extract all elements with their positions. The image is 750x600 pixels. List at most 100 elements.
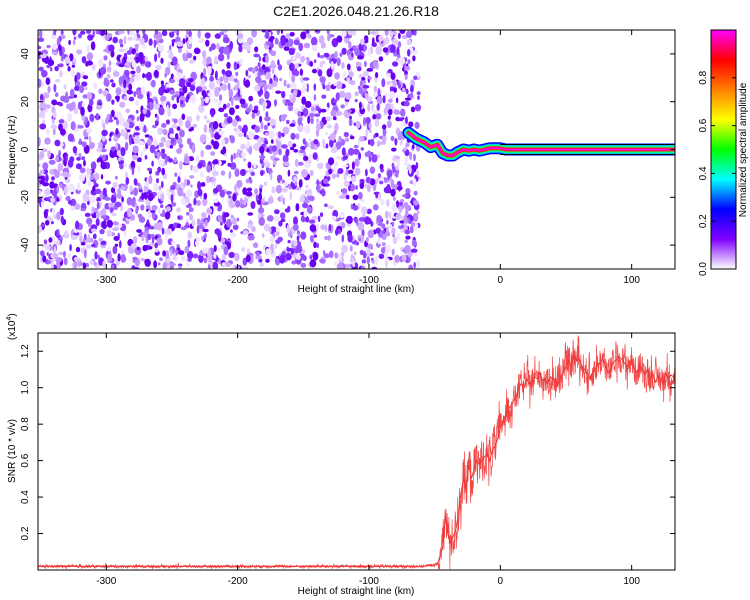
spectrogram-noise-speck [403,214,407,223]
spectrogram-noise-speck [59,194,62,202]
spectrogram-noise-speck [105,180,111,185]
spectrogram-noise-speck [153,138,158,147]
spectrogram-noise-speck [395,97,399,104]
spectrogram-noise-speck [416,91,421,96]
spectrogram-noise-speck [114,201,122,208]
spectrogram-noise-speck [112,71,120,77]
spectrogram-noise-speck [285,33,291,39]
spectrogram-noise-speck [293,176,298,182]
spectrogram-noise-speck [71,64,76,68]
spectrogram-noise-speck [114,243,119,247]
spectrogram-noise-speck [235,104,240,110]
spectrogram-noise-speck [283,79,287,87]
spectrogram-noise-speck [359,135,365,142]
spectrogram-noise-speck [120,147,126,157]
spectrogram-noise-speck [261,213,265,218]
spectrogram-noise-speck [300,55,306,63]
spectrogram-noise-speck [286,224,290,234]
spectrogram-noise-speck [92,233,97,240]
spectrogram-noise-speck [109,113,113,123]
spectrogram-noise-speck [95,211,100,219]
spectrogram-noise-speck [178,171,182,178]
spectrogram-noise-speck [204,233,207,239]
spectrogram-noise-speck [201,236,205,241]
spectrogram-noise-speck [206,165,212,173]
spectrogram-noise-speck [100,66,107,75]
spectrogram-noise-speck [108,202,115,208]
spectrogram-noise-speck [371,102,374,112]
spectrogram-noise-speck [82,262,87,269]
spectrogram-noise-speck [282,187,288,193]
spectrogram-noise-speck [143,184,149,193]
spectrogram-noise-speck [404,155,409,163]
spectrogram-noise-speck [389,30,394,38]
spectrogram-noise-speck [41,244,46,248]
spectrogram-noise-speck [222,36,230,44]
spectrogram-noise-speck [176,148,183,154]
spectrogram-noise-speck [351,52,354,58]
spectrogram-noise-speck [281,114,288,118]
spectrogram-noise-speck [384,210,389,219]
spectrogram-noise-speck [330,146,338,154]
spectrogram-noise-speck [155,64,162,70]
spectrogram-noise-speck [149,225,155,230]
spectrogram-noise-speck [322,138,326,148]
spectrogram-noise-speck [254,65,259,72]
spectrogram-noise-speck [261,30,266,33]
spectrogram-noise-speck [85,244,92,249]
spectrogram-noise-speck [335,155,342,160]
spectrogram-noise-speck [241,247,245,252]
spectrogram-noise-speck [383,37,390,45]
spectrogram-noise-speck [190,184,193,188]
spectrogram-noise-speck [138,52,144,58]
spectrogram-noise-speck [71,101,76,110]
spectrogram-noise-speck [64,56,71,64]
spectrogram-noise-speck [264,161,271,168]
spectrogram-noise-speck [277,64,283,71]
spectrogram-noise-speck [214,70,218,80]
spectrogram-noise-speck [161,148,166,154]
spectrogram-noise-speck [164,156,168,165]
spectrogram-noise-speck [316,123,321,132]
spectrogram-noise-speck [209,46,212,52]
spectrogram-noise-speck [342,155,348,160]
spectrogram-noise-speck [115,87,122,96]
spectrogram-noise-speck [102,187,107,196]
spectrogram-noise-speck [198,254,204,263]
spectrogram-noise-speck [375,191,379,199]
spectrogram-noise-speck [154,30,159,35]
spectrogram-noise-speck [232,224,239,231]
spectrogram-noise-speck [127,208,133,218]
colorbar-tick-label: 0.4 [698,166,709,180]
spectrogram-noise-speck [108,60,112,67]
spectrogram-noise-speck [263,124,269,130]
spectrogram-noise-speck [226,102,231,108]
spectrogram-noise-speck [218,160,222,166]
spectrogram-noise-speck [158,107,165,116]
spectrogram-noise-speck [324,224,328,233]
spectrogram-noise-speck [94,188,102,195]
spectrogram-noise-speck [143,124,147,133]
spectrogram-noise-speck [338,135,342,143]
spectrogram-noise-speck [45,128,50,135]
spectrogram-noise-speck [339,90,346,99]
spectrogram-noise-speck [347,234,353,243]
spectrogram-noise-speck [261,197,265,204]
spectrogram-noise-speck [47,150,51,159]
spectrogram-noise-speck [221,138,226,147]
spectrogram-noise-speck [180,100,184,105]
spectrogram-noise-speck [309,169,314,177]
spectrogram-noise-speck [376,176,381,183]
spectrogram-noise-speck [219,76,224,82]
spectrogram-noise-speck [202,50,207,59]
spectrogram-noise-speck [112,227,119,232]
spectrogram-noise-speck [304,199,310,204]
spectrogram-noise-speck [387,99,393,103]
spectrogram-noise-speck [161,30,168,37]
spectrogram-noise-speck [326,106,329,112]
spectrogram-noise-speck [265,258,270,263]
spectrogram-noise-speck [289,94,293,99]
spectrogram-noise-speck [258,192,263,202]
spectrogram-noise-speck [201,212,207,218]
spectrogram-noise-speck [127,30,130,35]
